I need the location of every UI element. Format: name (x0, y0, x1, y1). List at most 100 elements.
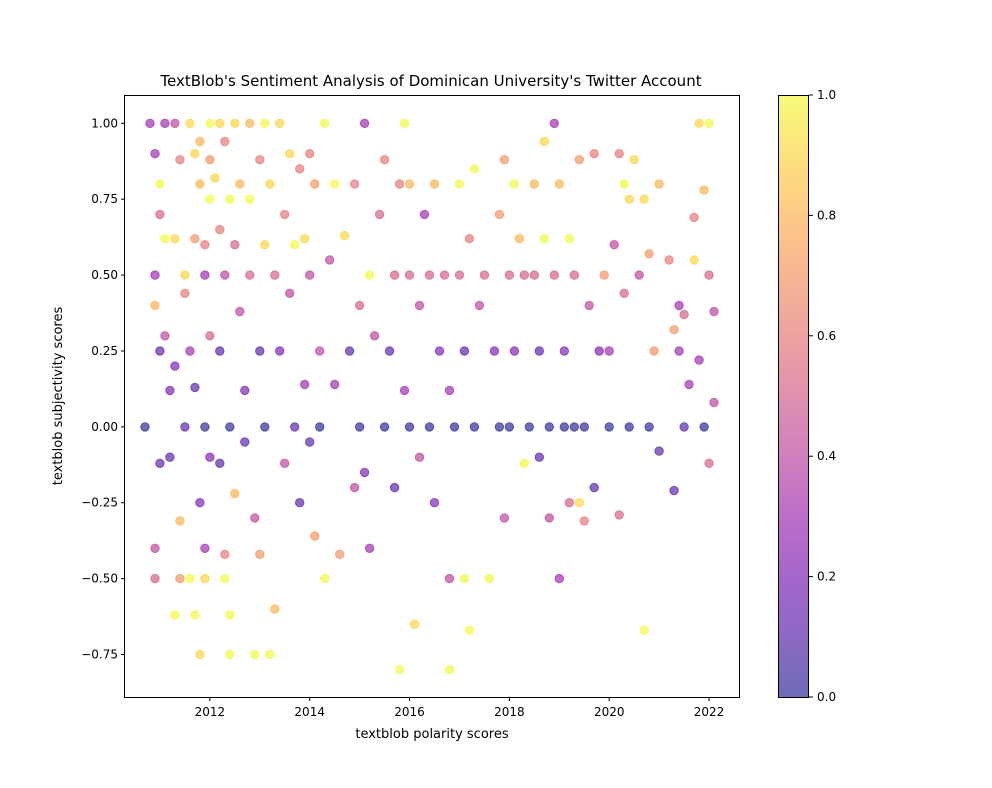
data-point (245, 270, 255, 280)
data-point (300, 379, 310, 390)
data-point (579, 516, 590, 526)
data-point (424, 270, 435, 280)
data-point (335, 549, 345, 560)
data-point (514, 233, 525, 244)
data-point (150, 148, 160, 159)
x-tick-label: 2020 (594, 705, 625, 719)
data-point (429, 498, 440, 508)
data-point (205, 118, 215, 129)
data-point (265, 649, 275, 660)
data-point (614, 148, 624, 159)
data-point (260, 118, 270, 129)
data-point (584, 300, 594, 311)
data-point (589, 148, 599, 159)
data-point (364, 270, 375, 280)
data-point (529, 270, 540, 280)
data-point (524, 422, 535, 432)
data-point (155, 209, 165, 220)
data-point (594, 346, 604, 356)
data-point (469, 164, 480, 174)
data-point (449, 422, 460, 432)
data-point (315, 422, 325, 432)
data-point (479, 270, 490, 280)
colorbar-tick-label: 1.0 (817, 88, 836, 102)
colorbar (778, 95, 809, 697)
data-point (489, 346, 500, 356)
data-point (349, 482, 360, 493)
data-point (694, 355, 704, 365)
data-point (404, 179, 415, 189)
data-point (240, 437, 250, 447)
data-point (369, 331, 380, 341)
data-point (285, 148, 295, 159)
data-point (265, 179, 275, 189)
data-point (379, 154, 390, 165)
data-point (639, 194, 649, 204)
data-point (195, 498, 205, 508)
data-point (374, 209, 385, 220)
data-point (654, 446, 664, 456)
data-point (275, 118, 285, 129)
data-point (220, 549, 230, 560)
y-tick-label: 1.00 (91, 116, 118, 130)
data-point (150, 543, 160, 554)
colorbar-tick-label: 0.8 (817, 208, 836, 222)
data-point (275, 346, 285, 356)
data-point (644, 249, 654, 259)
data-point (434, 346, 445, 356)
data-point (215, 118, 225, 129)
data-point (644, 422, 654, 432)
y-tick-label: 0.25 (91, 344, 118, 358)
data-point (459, 573, 470, 584)
data-point (250, 649, 260, 660)
colorbar-tick-label: 0.2 (817, 570, 836, 584)
data-point (639, 625, 649, 635)
data-point (459, 346, 470, 356)
data-point (235, 179, 245, 189)
data-point (454, 270, 465, 280)
y-tick-label: −0.25 (81, 496, 118, 510)
data-point (280, 209, 290, 220)
data-point (539, 136, 550, 147)
data-point (604, 422, 614, 432)
data-point (699, 422, 709, 432)
x-axis: 2012 2014 2016 2018 2020 2022 (195, 697, 725, 719)
data-point (225, 610, 235, 620)
data-point (634, 270, 644, 280)
data-point (150, 300, 160, 311)
data-point (255, 346, 265, 356)
data-point (225, 649, 235, 660)
data-point (614, 510, 624, 520)
data-point (404, 422, 415, 432)
data-point (499, 154, 510, 165)
data-point (649, 346, 659, 356)
x-tick-label: 2012 (195, 705, 226, 719)
data-point (180, 422, 190, 432)
x-tick-label: 2022 (694, 705, 725, 719)
data-point (464, 233, 475, 244)
data-point (394, 665, 405, 675)
data-point (160, 331, 170, 341)
x-tick-label: 2016 (394, 705, 425, 719)
data-point (235, 306, 245, 317)
x-tick-label: 2018 (494, 705, 525, 719)
data-point (320, 573, 330, 584)
data-point (230, 239, 240, 250)
data-point (709, 397, 719, 408)
data-point (689, 212, 699, 223)
data-point (215, 224, 225, 235)
data-point (305, 437, 315, 447)
colorbar-tick-label: 0.4 (817, 449, 836, 463)
data-point (260, 239, 270, 250)
data-point (260, 422, 270, 432)
data-point (200, 573, 210, 584)
data-point (579, 422, 590, 432)
data-point (255, 154, 265, 165)
data-point (359, 467, 370, 478)
data-point (160, 233, 170, 244)
data-point (549, 118, 560, 129)
data-point (509, 179, 520, 189)
data-point (539, 233, 550, 244)
data-point (534, 346, 545, 356)
